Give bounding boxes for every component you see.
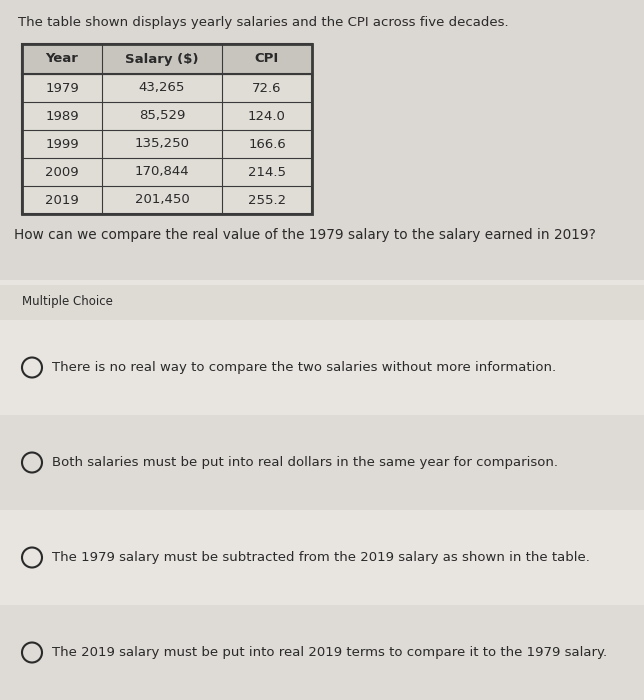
Text: 255.2: 255.2 xyxy=(248,193,286,206)
Text: Salary ($): Salary ($) xyxy=(125,52,199,66)
Text: 85,529: 85,529 xyxy=(139,109,185,122)
FancyBboxPatch shape xyxy=(0,285,644,700)
Text: 1999: 1999 xyxy=(45,137,79,150)
Text: 166.6: 166.6 xyxy=(248,137,286,150)
Text: How can we compare the real value of the 1979 salary to the salary earned in 201: How can we compare the real value of the… xyxy=(14,228,596,242)
Text: 1979: 1979 xyxy=(45,81,79,94)
Text: CPI: CPI xyxy=(255,52,279,66)
Text: Multiple Choice: Multiple Choice xyxy=(22,295,113,308)
Text: 170,844: 170,844 xyxy=(135,165,189,178)
FancyBboxPatch shape xyxy=(0,605,644,700)
Text: 124.0: 124.0 xyxy=(248,109,286,122)
Text: Year: Year xyxy=(46,52,79,66)
Text: 2019: 2019 xyxy=(45,193,79,206)
Text: 2009: 2009 xyxy=(45,165,79,178)
Text: The 1979 salary must be subtracted from the 2019 salary as shown in the table.: The 1979 salary must be subtracted from … xyxy=(52,551,590,564)
Text: 72.6: 72.6 xyxy=(252,81,281,94)
FancyBboxPatch shape xyxy=(0,510,644,605)
Text: 1989: 1989 xyxy=(45,109,79,122)
FancyBboxPatch shape xyxy=(0,280,644,700)
Text: 201,450: 201,450 xyxy=(135,193,189,206)
Text: Both salaries must be put into real dollars in the same year for comparison.: Both salaries must be put into real doll… xyxy=(52,456,558,469)
Text: The table shown displays yearly salaries and the CPI across five decades.: The table shown displays yearly salaries… xyxy=(18,16,509,29)
Text: There is no real way to compare the two salaries without more information.: There is no real way to compare the two … xyxy=(52,361,556,374)
FancyBboxPatch shape xyxy=(0,320,644,415)
Text: The 2019 salary must be put into real 2019 terms to compare it to the 1979 salar: The 2019 salary must be put into real 20… xyxy=(52,646,607,659)
FancyBboxPatch shape xyxy=(22,44,312,74)
FancyBboxPatch shape xyxy=(0,415,644,510)
Text: 135,250: 135,250 xyxy=(135,137,189,150)
FancyBboxPatch shape xyxy=(0,0,644,280)
Text: 43,265: 43,265 xyxy=(139,81,185,94)
FancyBboxPatch shape xyxy=(22,44,312,214)
Text: 214.5: 214.5 xyxy=(248,165,286,178)
